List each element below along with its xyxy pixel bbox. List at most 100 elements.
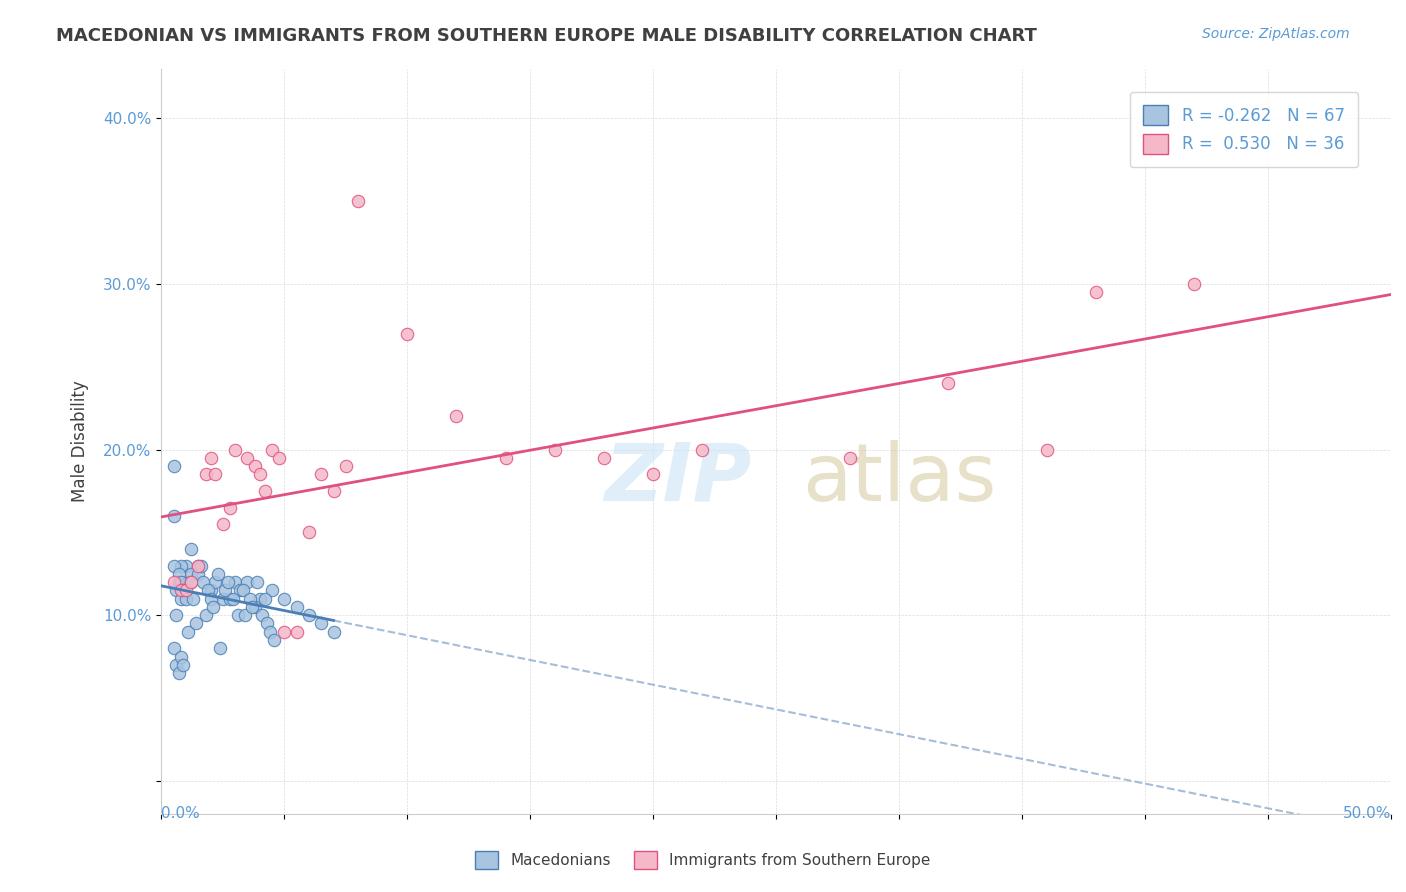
Point xyxy=(177,624,200,639)
Point xyxy=(217,575,239,590)
Point xyxy=(322,483,344,498)
Point xyxy=(163,641,186,656)
Point xyxy=(263,633,285,648)
Point xyxy=(170,575,193,590)
Point xyxy=(209,641,232,656)
Point xyxy=(231,583,253,598)
Point xyxy=(180,541,202,556)
Point xyxy=(322,624,344,639)
Point xyxy=(204,467,226,482)
Point xyxy=(335,459,357,474)
Legend: R = -0.262   N = 67, R =  0.530   N = 36: R = -0.262 N = 67, R = 0.530 N = 36 xyxy=(1130,92,1358,168)
Point xyxy=(174,575,197,590)
Point xyxy=(191,575,214,590)
Point xyxy=(181,591,204,606)
Point xyxy=(285,599,308,614)
Text: MACEDONIAN VS IMMIGRANTS FROM SOUTHERN EUROPE MALE DISABILITY CORRELATION CHART: MACEDONIAN VS IMMIGRANTS FROM SOUTHERN E… xyxy=(56,27,1038,45)
Point xyxy=(839,450,862,465)
Point xyxy=(256,616,278,631)
Point xyxy=(201,599,224,614)
Point xyxy=(174,583,197,598)
Point xyxy=(298,608,321,623)
Point xyxy=(1084,285,1107,300)
Point xyxy=(174,575,197,590)
Legend: Macedonians, Immigrants from Southern Europe: Macedonians, Immigrants from Southern Eu… xyxy=(470,845,936,875)
Point xyxy=(243,459,266,474)
Point xyxy=(167,566,190,581)
Point xyxy=(309,467,332,482)
Point xyxy=(249,467,271,482)
Point xyxy=(197,583,219,598)
Point xyxy=(260,442,283,457)
Point xyxy=(243,599,266,614)
Point xyxy=(173,583,195,598)
Point xyxy=(165,657,187,672)
Point xyxy=(236,450,259,465)
Point xyxy=(174,591,197,606)
Point xyxy=(163,575,186,590)
Point xyxy=(273,591,295,606)
Y-axis label: Male Disability: Male Disability xyxy=(72,380,89,502)
Point xyxy=(170,591,193,606)
Point xyxy=(285,624,308,639)
Point xyxy=(204,575,226,590)
Point xyxy=(194,608,217,623)
Point xyxy=(240,599,263,614)
Point xyxy=(187,558,209,573)
Point xyxy=(224,442,246,457)
Point xyxy=(170,649,193,664)
Point xyxy=(200,450,222,465)
Point xyxy=(187,558,209,573)
Point xyxy=(200,583,222,598)
Point xyxy=(229,583,252,598)
Point xyxy=(214,583,236,598)
Point xyxy=(239,591,262,606)
Point xyxy=(184,616,207,631)
Point xyxy=(167,666,190,681)
Point xyxy=(1182,277,1205,291)
Point xyxy=(190,558,212,573)
Point xyxy=(211,591,233,606)
Point xyxy=(163,558,186,573)
Point xyxy=(180,575,202,590)
Point xyxy=(250,608,273,623)
Point xyxy=(260,583,283,598)
Point xyxy=(643,467,665,482)
Point xyxy=(221,591,243,606)
Point xyxy=(309,616,332,631)
Point xyxy=(165,583,187,598)
Point xyxy=(170,583,193,598)
Point xyxy=(173,583,195,598)
Point xyxy=(249,591,271,606)
Point xyxy=(269,450,291,465)
Point xyxy=(692,442,714,457)
Point xyxy=(259,624,281,639)
Point xyxy=(495,450,517,465)
Point xyxy=(174,558,197,573)
Point xyxy=(187,566,209,581)
Point xyxy=(194,467,217,482)
Point xyxy=(170,575,193,590)
Point xyxy=(246,575,269,590)
Point xyxy=(1035,442,1057,457)
Point xyxy=(165,608,187,623)
Point xyxy=(200,591,222,606)
Point xyxy=(180,575,202,590)
Point xyxy=(253,483,276,498)
Point xyxy=(163,459,186,474)
Point xyxy=(298,525,321,540)
Point xyxy=(396,326,419,341)
Point xyxy=(167,575,190,590)
Point xyxy=(207,566,229,581)
Point xyxy=(163,508,186,523)
Point xyxy=(446,409,468,424)
Point xyxy=(219,591,242,606)
Point xyxy=(170,558,193,573)
Text: Source: ZipAtlas.com: Source: ZipAtlas.com xyxy=(1202,27,1350,41)
Point xyxy=(226,608,249,623)
Point xyxy=(211,517,233,532)
Point xyxy=(224,575,246,590)
Text: 50.0%: 50.0% xyxy=(1343,805,1391,821)
Point xyxy=(236,575,259,590)
Point xyxy=(347,194,370,208)
